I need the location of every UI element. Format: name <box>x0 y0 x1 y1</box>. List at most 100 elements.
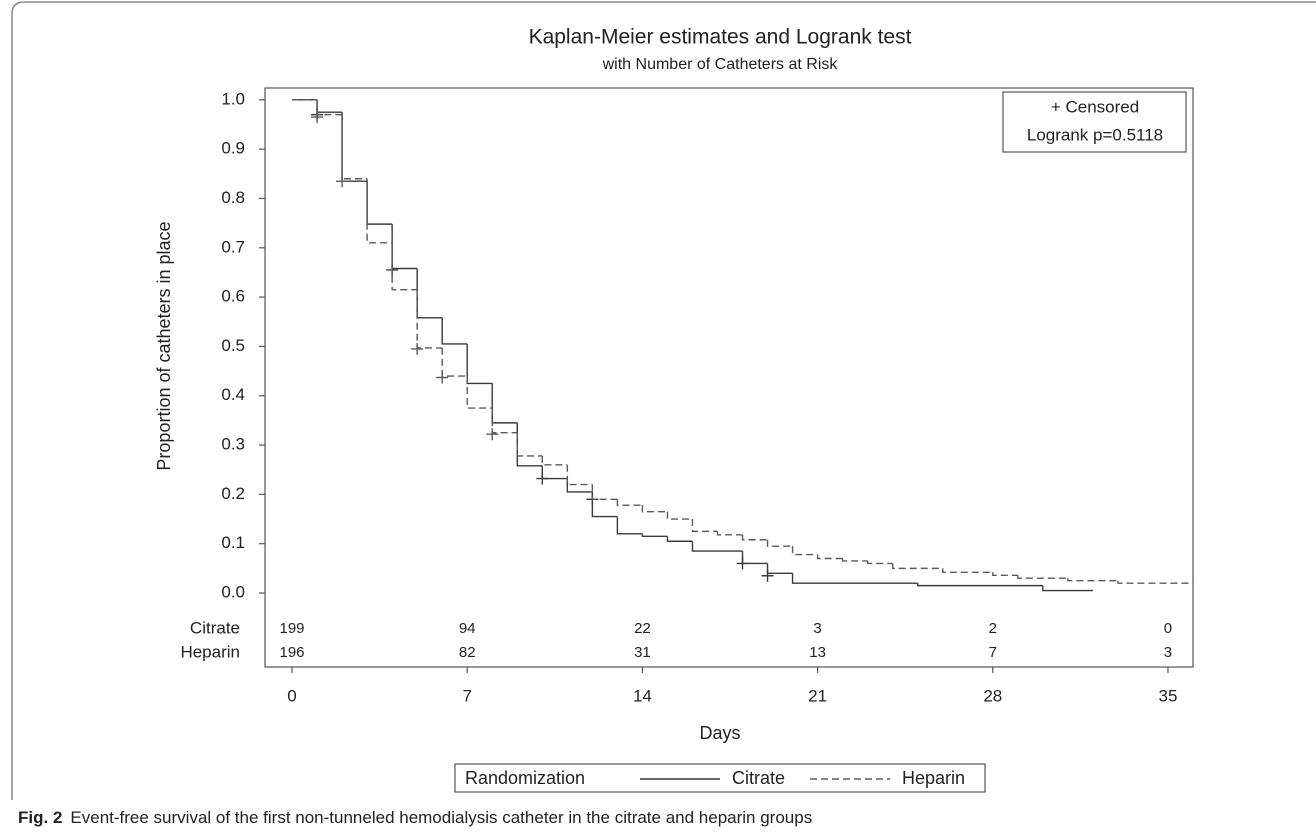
caption-label: Fig. 2 <box>18 808 62 827</box>
y-tick-label: 0.4 <box>221 385 245 404</box>
at-risk-count: 0 <box>1164 620 1172 637</box>
survival-step <box>591 484 618 501</box>
survival-step <box>1042 585 1093 592</box>
survival-step <box>691 541 743 552</box>
y-tick-label: 0.7 <box>221 237 245 256</box>
y-tick-label: 0.0 <box>221 583 245 602</box>
at-risk-count: 31 <box>634 644 651 661</box>
survival-step <box>341 114 368 180</box>
survival-step <box>591 491 618 518</box>
y-tick-label: 0.8 <box>221 188 245 207</box>
at-risk-count: 199 <box>280 620 305 637</box>
y-tick-label: 1.0 <box>221 89 245 108</box>
censor-mark <box>436 371 449 384</box>
x-tick-label: 0 <box>287 686 296 705</box>
survival-step <box>741 534 768 541</box>
x-axis-label: Days <box>699 723 740 743</box>
y-tick-label: 0.3 <box>221 435 245 454</box>
survival-step <box>566 478 593 493</box>
censor-mark <box>336 175 349 188</box>
legend-box <box>454 763 986 793</box>
survival-step <box>766 563 793 574</box>
survival-step <box>816 554 843 560</box>
x-tick-label: 28 <box>983 686 1002 705</box>
survival-step <box>616 499 643 506</box>
at-risk-count: 13 <box>809 644 826 661</box>
survival-step <box>841 558 868 562</box>
y-axis-label: Proportion of catheters in place <box>154 221 174 470</box>
survival-step <box>891 563 943 570</box>
survival-step <box>316 99 343 113</box>
survival-step <box>691 519 718 533</box>
caption: Fig. 2 Event-free survival of the first n… <box>18 808 812 827</box>
legend-title: Randomization <box>465 768 585 788</box>
survival-step <box>566 464 593 486</box>
caption-text: Event-free survival of the first non-tun… <box>70 808 812 827</box>
at-risk-count: 7 <box>989 644 997 661</box>
survival-step <box>491 408 518 434</box>
survival-step <box>641 533 668 538</box>
at-risk-label: Heparin <box>180 642 240 661</box>
at-risk-count: 3 <box>813 620 821 637</box>
inset-box <box>1002 91 1187 153</box>
survival-step <box>466 376 493 409</box>
survival-step <box>441 347 468 377</box>
survival-step <box>491 383 518 424</box>
survival-step <box>416 268 443 319</box>
survival-step <box>466 343 493 385</box>
survival-step <box>1017 575 1068 579</box>
survival-step <box>1067 578 1118 582</box>
survival-step <box>641 505 668 513</box>
x-tick-label: 14 <box>633 686 652 705</box>
survival-step <box>391 224 418 270</box>
survival-step <box>616 516 643 535</box>
censor-mark <box>311 111 324 124</box>
at-risk-count: 22 <box>634 620 651 637</box>
survival-step <box>516 432 543 457</box>
y-tick-label: 0.1 <box>221 533 245 552</box>
at-risk-count: 94 <box>459 620 476 637</box>
x-tick-label: 35 <box>1159 686 1178 705</box>
at-risk-count: 82 <box>459 644 476 661</box>
survival-step <box>341 112 368 182</box>
survival-step <box>366 178 393 244</box>
survival-step <box>866 560 893 565</box>
y-tick-label: 0.5 <box>221 336 245 355</box>
survival-step <box>391 242 418 291</box>
survival-step <box>366 181 393 225</box>
inset-censored: + Censored <box>1051 97 1139 116</box>
survival-step <box>516 422 543 467</box>
survival-step <box>741 551 768 565</box>
chart-title: Kaplan-Meier estimates and Logrank test <box>529 26 912 49</box>
y-tick-label: 0.2 <box>221 484 245 503</box>
survival-step <box>666 536 693 542</box>
chart-subtitle: with Number of Catheters at Risk <box>602 56 839 73</box>
survival-step <box>992 572 1018 576</box>
survival-step <box>791 546 818 556</box>
at-risk-count: 2 <box>989 620 997 637</box>
plot-frame <box>264 87 1194 668</box>
at-risk-count: 196 <box>280 644 305 661</box>
survival-step <box>791 573 918 584</box>
survival-step <box>942 568 993 574</box>
survival-step <box>666 511 693 520</box>
at-risk-label: Citrate <box>190 618 240 637</box>
censor-mark <box>411 342 424 355</box>
survival-step <box>766 539 793 547</box>
frame <box>11 1 1316 800</box>
survival-step <box>441 317 468 345</box>
censor-mark <box>486 428 499 441</box>
survival-step <box>541 465 568 480</box>
survival-step <box>716 531 743 536</box>
survival-step <box>541 455 568 466</box>
x-tick-label: 7 <box>462 686 471 705</box>
survival-step <box>416 289 443 349</box>
inset-logrank: Logrank p=0.5118 <box>1027 125 1163 144</box>
survival-step <box>917 583 1043 587</box>
censor-mark <box>536 472 549 485</box>
legend-label: Citrate <box>732 768 785 788</box>
censor-mark <box>736 557 749 570</box>
x-tick-label: 21 <box>808 686 827 705</box>
legend-label: Heparin <box>902 768 965 788</box>
